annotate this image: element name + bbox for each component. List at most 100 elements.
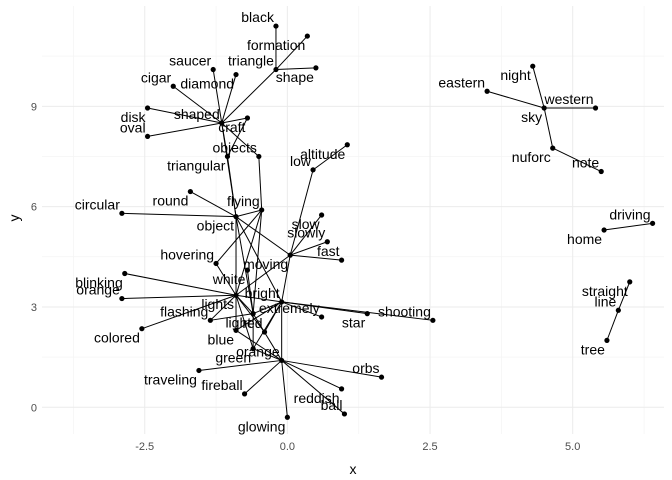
data-point xyxy=(378,374,385,380)
data-point xyxy=(310,167,316,173)
point-label: line xyxy=(595,293,617,309)
y-tick-label: 9 xyxy=(31,101,37,113)
data-point xyxy=(598,168,604,175)
grid xyxy=(42,6,664,434)
point-label: objects xyxy=(212,139,256,155)
data-point xyxy=(210,66,216,73)
network-edge xyxy=(221,117,248,124)
data-points xyxy=(119,23,656,420)
point-label: diamond xyxy=(180,76,234,92)
data-point xyxy=(550,145,556,151)
data-point xyxy=(484,88,490,94)
data-point xyxy=(233,327,239,333)
point-label: fast xyxy=(317,243,340,259)
point-label: fireball xyxy=(201,377,242,393)
point-label: lights xyxy=(201,296,234,312)
data-point xyxy=(319,314,325,320)
network-edge xyxy=(281,360,288,418)
data-point xyxy=(592,105,599,111)
data-point xyxy=(319,212,325,218)
data-point xyxy=(219,120,225,126)
network-edge xyxy=(543,107,554,149)
network-edge xyxy=(215,209,263,264)
data-point xyxy=(213,260,219,267)
point-label: shape xyxy=(276,69,314,85)
network-edge xyxy=(235,209,262,218)
data-point xyxy=(196,367,202,374)
point-label: reddish xyxy=(294,390,340,406)
point-label: green xyxy=(215,350,251,366)
network-edge xyxy=(121,294,237,300)
network-edge xyxy=(289,214,323,256)
network-edge xyxy=(258,156,263,210)
data-point xyxy=(364,311,370,317)
network-edge xyxy=(604,222,653,231)
point-label: orange xyxy=(236,343,280,359)
data-point xyxy=(287,252,293,258)
data-point xyxy=(261,329,268,335)
point-label: disk xyxy=(121,109,147,125)
network-edge xyxy=(172,85,223,124)
data-point xyxy=(119,210,125,216)
network-edge xyxy=(281,359,342,390)
network-edge xyxy=(281,255,291,303)
network-edge xyxy=(252,313,283,361)
data-point xyxy=(244,115,251,121)
point-label: saucer xyxy=(169,53,211,69)
data-point xyxy=(541,105,547,111)
network-edge xyxy=(552,147,602,172)
data-point xyxy=(338,386,345,392)
network-edge xyxy=(141,294,237,330)
network-edge xyxy=(190,191,237,218)
data-point xyxy=(279,357,285,364)
network-edge xyxy=(252,301,283,349)
data-point xyxy=(341,411,348,417)
data-point xyxy=(627,279,633,285)
data-point xyxy=(530,63,536,69)
point-label: black xyxy=(241,9,275,25)
network-edge xyxy=(227,117,248,157)
network-edge xyxy=(281,301,322,318)
data-point xyxy=(170,83,176,89)
point-label: oval xyxy=(120,119,146,135)
point-label: extremely xyxy=(259,300,320,316)
network-edge xyxy=(124,273,237,296)
network-edge xyxy=(198,359,282,371)
point-label: home xyxy=(567,231,602,247)
network-edge xyxy=(210,313,254,321)
data-point xyxy=(250,346,256,352)
point-label: ball xyxy=(321,397,343,413)
data-point xyxy=(324,239,330,245)
point-label: flashing xyxy=(160,303,208,319)
x-tick-label: 5.0 xyxy=(565,441,580,453)
point-label: craft xyxy=(218,119,245,135)
point-label: driving xyxy=(609,206,650,222)
point-label: shooting xyxy=(378,303,431,319)
data-point xyxy=(233,214,239,220)
point-label: sky xyxy=(521,109,542,125)
network-edge xyxy=(252,209,263,314)
point-label: object xyxy=(197,218,234,234)
data-point xyxy=(304,33,310,39)
point-label: bright xyxy=(245,285,280,301)
point-label: slowly xyxy=(287,225,325,241)
network-edge xyxy=(281,359,382,378)
data-point xyxy=(338,257,345,263)
data-point xyxy=(207,317,213,323)
network-edge xyxy=(209,294,237,321)
point-label: star xyxy=(342,315,366,331)
data-point xyxy=(139,326,145,332)
data-point xyxy=(649,220,656,226)
point-label: western xyxy=(543,91,593,107)
network-edge xyxy=(275,35,308,70)
network-edge xyxy=(235,329,282,361)
data-point xyxy=(144,105,151,111)
data-point xyxy=(144,133,151,140)
network-edge xyxy=(215,263,237,296)
network-edge xyxy=(121,212,237,218)
data-point xyxy=(122,270,128,277)
data-point xyxy=(273,66,279,73)
y-tick-label: 3 xyxy=(31,302,37,314)
network-edge xyxy=(281,301,433,321)
